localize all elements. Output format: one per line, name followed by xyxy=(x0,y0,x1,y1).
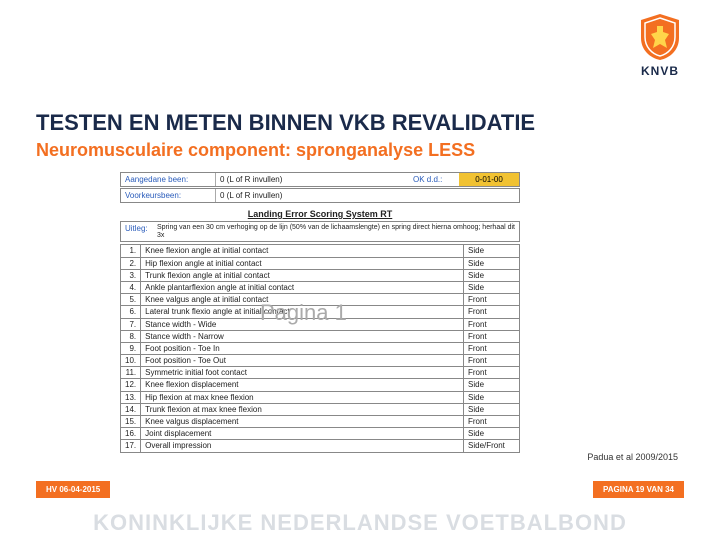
meta-value: 0 (L of R invullen) xyxy=(216,189,519,202)
row-number: 14. xyxy=(121,403,141,415)
table-row: 6.Lateral trunk flexio angle at initial … xyxy=(121,306,520,318)
background-brand-text: KONINKLIJKE NEDERLANDSE VOETBALBOND xyxy=(0,510,720,536)
row-item: Foot position - Toe Out xyxy=(141,355,464,367)
row-view: Side xyxy=(464,428,520,440)
row-number: 17. xyxy=(121,440,141,452)
meta-date: 0-01-00 xyxy=(459,173,519,186)
meta-value: 0 (L of R invullen) xyxy=(216,173,409,186)
row-item: Foot position - Toe In xyxy=(141,342,464,354)
row-view: Side/Front xyxy=(464,440,520,452)
uitleg-label: Uitleg: xyxy=(125,224,157,239)
meta-ok-label: OK d.d.: xyxy=(409,173,459,186)
meta-row-1: Aangedane been: 0 (L of R invullen) OK d… xyxy=(120,172,520,187)
page-title: TESTEN EN METEN BINNEN VKB REVALIDATIE xyxy=(36,110,684,136)
row-view: Front xyxy=(464,342,520,354)
row-item: Overall impression xyxy=(141,440,464,452)
row-item: Joint displacement xyxy=(141,428,464,440)
uitleg-text: Spring van een 30 cm verhoging op de lij… xyxy=(157,224,515,239)
row-number: 11. xyxy=(121,367,141,379)
row-item: Knee flexion angle at initial contact xyxy=(141,245,464,257)
footer-right: PAGINA 19 VAN 34 xyxy=(593,481,684,498)
uitleg-row: Uitleg: Spring van een 30 cm verhoging o… xyxy=(120,221,520,242)
row-number: 15. xyxy=(121,416,141,428)
less-form: Aangedane been: 0 (L of R invullen) OK d… xyxy=(120,172,520,453)
footer-left: HV 06-04-2015 xyxy=(36,481,110,498)
row-view: Side xyxy=(464,257,520,269)
form-title: Landing Error Scoring System RT xyxy=(120,209,520,219)
row-item: Ankle plantarflexion angle at initial co… xyxy=(141,281,464,293)
table-row: 1.Knee flexion angle at initial contactS… xyxy=(121,245,520,257)
row-view: Side xyxy=(464,403,520,415)
table-row: 14.Trunk flexion at max knee flexionSide xyxy=(121,403,520,415)
table-row: 13.Hip flexion at max knee flexionSide xyxy=(121,391,520,403)
row-item: Lateral trunk flexio angle at initial co… xyxy=(141,306,464,318)
row-item: Trunk flexion angle at initial contact xyxy=(141,269,464,281)
table-row: 5.Knee valgus angle at initial contactFr… xyxy=(121,294,520,306)
table-row: 12.Knee flexion displacementSide xyxy=(121,379,520,391)
row-view: Front xyxy=(464,355,520,367)
brand-logo: KNVB xyxy=(628,12,692,78)
row-item: Knee flexion displacement xyxy=(141,379,464,391)
row-item: Trunk flexion at max knee flexion xyxy=(141,403,464,415)
row-number: 4. xyxy=(121,281,141,293)
meta-row-2: Voorkeursbeen: 0 (L of R invullen) xyxy=(120,188,520,203)
row-view: Front xyxy=(464,294,520,306)
row-number: 13. xyxy=(121,391,141,403)
table-row: 9.Foot position - Toe InFront xyxy=(121,342,520,354)
meta-label: Aangedane been: xyxy=(121,173,216,186)
less-table: 1.Knee flexion angle at initial contactS… xyxy=(120,244,520,452)
row-number: 8. xyxy=(121,330,141,342)
row-number: 6. xyxy=(121,306,141,318)
row-item: Knee valgus displacement xyxy=(141,416,464,428)
row-number: 5. xyxy=(121,294,141,306)
row-item: Hip flexion at max knee flexion xyxy=(141,391,464,403)
slide: KNVB TESTEN EN METEN BINNEN VKB REVALIDA… xyxy=(0,0,720,540)
less-table-body: 1.Knee flexion angle at initial contactS… xyxy=(121,245,520,452)
row-view: Front xyxy=(464,367,520,379)
table-row: 11.Symmetric initial foot contactFront xyxy=(121,367,520,379)
row-number: 12. xyxy=(121,379,141,391)
row-view: Front xyxy=(464,330,520,342)
row-number: 7. xyxy=(121,318,141,330)
shield-icon xyxy=(637,12,683,62)
table-row: 17.Overall impressionSide/Front xyxy=(121,440,520,452)
row-view: Front xyxy=(464,318,520,330)
citation-text: Padua et al 2009/2015 xyxy=(587,452,678,462)
row-view: Side xyxy=(464,391,520,403)
table-row: 10.Foot position - Toe OutFront xyxy=(121,355,520,367)
table-row: 16.Joint displacementSide xyxy=(121,428,520,440)
table-row: 15.Knee valgus displacementFront xyxy=(121,416,520,428)
row-item: Stance width - Wide xyxy=(141,318,464,330)
row-item: Symmetric initial foot contact xyxy=(141,367,464,379)
row-number: 3. xyxy=(121,269,141,281)
row-view: Side xyxy=(464,269,520,281)
row-view: Side xyxy=(464,281,520,293)
row-number: 2. xyxy=(121,257,141,269)
page-subtitle: Neuromusculaire component: spronganalyse… xyxy=(36,140,684,161)
row-view: Front xyxy=(464,306,520,318)
table-row: 7.Stance width - WideFront xyxy=(121,318,520,330)
row-item: Knee valgus angle at initial contact xyxy=(141,294,464,306)
row-number: 1. xyxy=(121,245,141,257)
row-number: 16. xyxy=(121,428,141,440)
table-row: 8.Stance width - NarrowFront xyxy=(121,330,520,342)
table-row: 2.Hip flexion angle at initial contactSi… xyxy=(121,257,520,269)
row-number: 10. xyxy=(121,355,141,367)
table-row: 4.Ankle plantarflexion angle at initial … xyxy=(121,281,520,293)
meta-label: Voorkeursbeen: xyxy=(121,189,216,202)
row-view: Front xyxy=(464,416,520,428)
row-item: Hip flexion angle at initial contact xyxy=(141,257,464,269)
row-item: Stance width - Narrow xyxy=(141,330,464,342)
table-row: 3.Trunk flexion angle at initial contact… xyxy=(121,269,520,281)
brand-name: KNVB xyxy=(628,64,692,78)
row-view: Side xyxy=(464,245,520,257)
row-view: Side xyxy=(464,379,520,391)
row-number: 9. xyxy=(121,342,141,354)
